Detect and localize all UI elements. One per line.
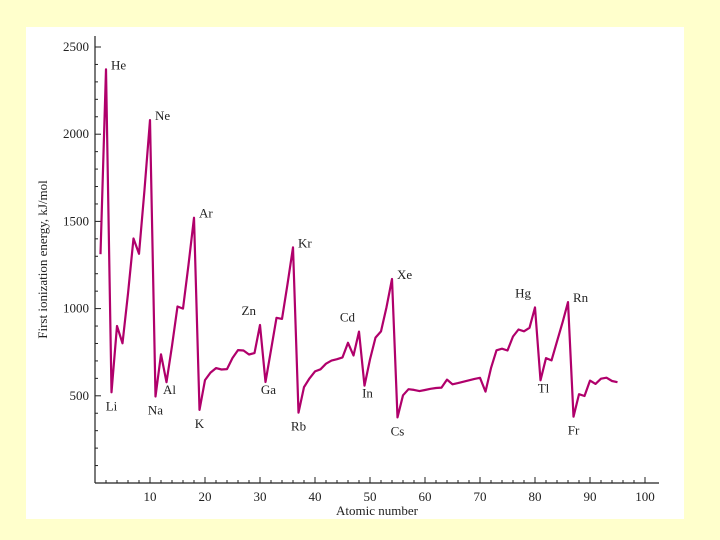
element-label-na: Na [148,402,163,417]
element-label-ar: Ar [199,206,213,221]
element-label-xe: Xe [397,267,412,282]
ionization-energy-chart: 500 1000 1500 2000 2500 10 20 30 40 50 60 70 80 90 100… [35,36,659,518]
element-label-rb: Rb [291,419,306,434]
y-axis-title: First ionization energy, kJ/mol [35,180,50,339]
axes [94,36,659,484]
element-label-k: K [195,416,205,431]
element-label-cd: Cd [340,310,356,325]
x-tick-label: 70 [474,489,487,504]
plot-area [99,68,618,419]
x-axis-title: Atomic number [336,503,419,518]
y-tick-label: 500 [70,388,90,403]
x-tick-label: 30 [254,489,267,504]
x-tick-label: 60 [419,489,432,504]
x-tick-label: 90 [584,489,597,504]
x-tick-label: 50 [364,489,377,504]
element-label-ne: Ne [155,108,170,123]
element-label-he: He [111,57,126,72]
element-label-in: In [362,386,373,401]
element-label-al: Al [163,382,176,397]
ticks: 500 1000 1500 2000 2500 10 20 30 40 50 60 70 80 90 100 [63,39,655,504]
element-label-tl: Tl [538,380,550,395]
x-tick-label: 20 [199,489,212,504]
x-tick-label: 10 [144,489,157,504]
element-label-hg: Hg [515,285,531,300]
element-labels: He Ne Ar Kr Xe Rn Li Na K Rb Cs Fr Al Ga In Tl Zn Cd Hg [106,57,589,438]
ionization-energy-series-line [99,68,618,419]
y-tick-label: 2500 [63,39,89,54]
y-tick-label: 1000 [63,301,89,316]
element-label-cs: Cs [391,423,405,438]
chart-panel: 500 1000 1500 2000 2500 10 20 30 40 50 60 70 80 90 100… [26,27,684,519]
element-label-zn: Zn [242,303,257,318]
x-tick-label: 80 [529,489,542,504]
element-label-fr: Fr [568,423,580,438]
element-label-rn: Rn [573,290,589,305]
y-tick-label: 2000 [63,126,89,141]
x-tick-label: 100 [635,489,655,504]
x-tick-label: 40 [309,489,322,504]
element-label-kr: Kr [298,235,312,250]
y-tick-label: 1500 [63,213,89,228]
element-label-ga: Ga [261,382,276,397]
element-label-li: Li [106,398,118,413]
